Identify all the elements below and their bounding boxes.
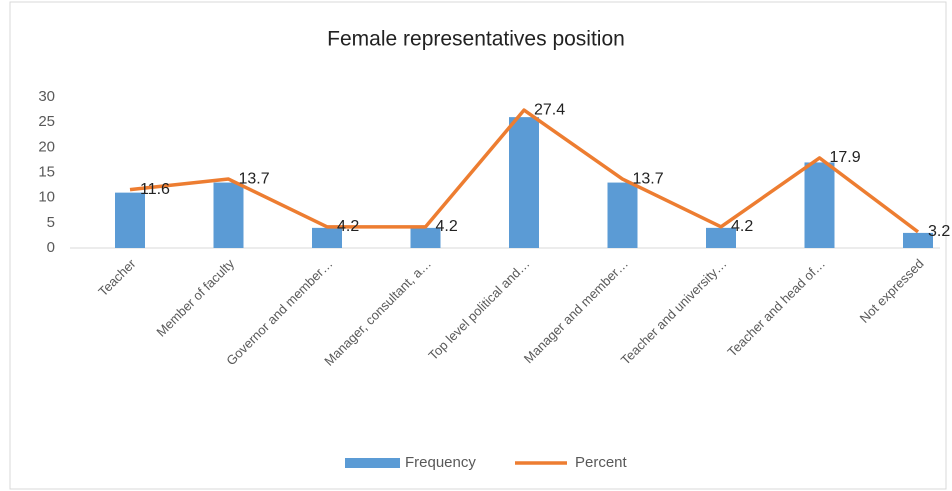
data-label: 17.9 [830,149,861,166]
legend-label: Frequency [405,454,476,471]
y-tick-label: 15 [38,163,55,180]
y-tick-label: 20 [38,138,55,155]
data-label: 3.2 [928,223,950,240]
bar [509,117,539,248]
legend-swatch [345,458,400,468]
bar [410,227,441,248]
chart-title: Female representatives position [327,28,625,51]
bar [115,192,145,248]
data-label: 4.2 [337,218,359,235]
data-label: 4.2 [731,218,753,235]
bar [804,162,835,248]
legend-label: Percent [575,454,628,471]
data-label: 4.2 [436,218,458,235]
line [129,108,920,234]
y-tick-label: 25 [38,113,55,130]
chart-frame [9,1,947,490]
data-label: 27.4 [534,101,565,118]
data-label: 13.7 [633,170,664,187]
bar [312,227,342,248]
bar [706,227,736,248]
bar [213,182,244,248]
y-tick-label: 30 [38,88,55,105]
bar [903,232,933,248]
data-label: 11.6 [140,181,170,198]
y-tick-label: 10 [38,189,55,206]
bar [607,182,638,248]
y-tick-label: 5 [47,214,55,231]
y-tick-label: 0 [47,239,55,256]
data-label: 13.7 [239,170,270,187]
